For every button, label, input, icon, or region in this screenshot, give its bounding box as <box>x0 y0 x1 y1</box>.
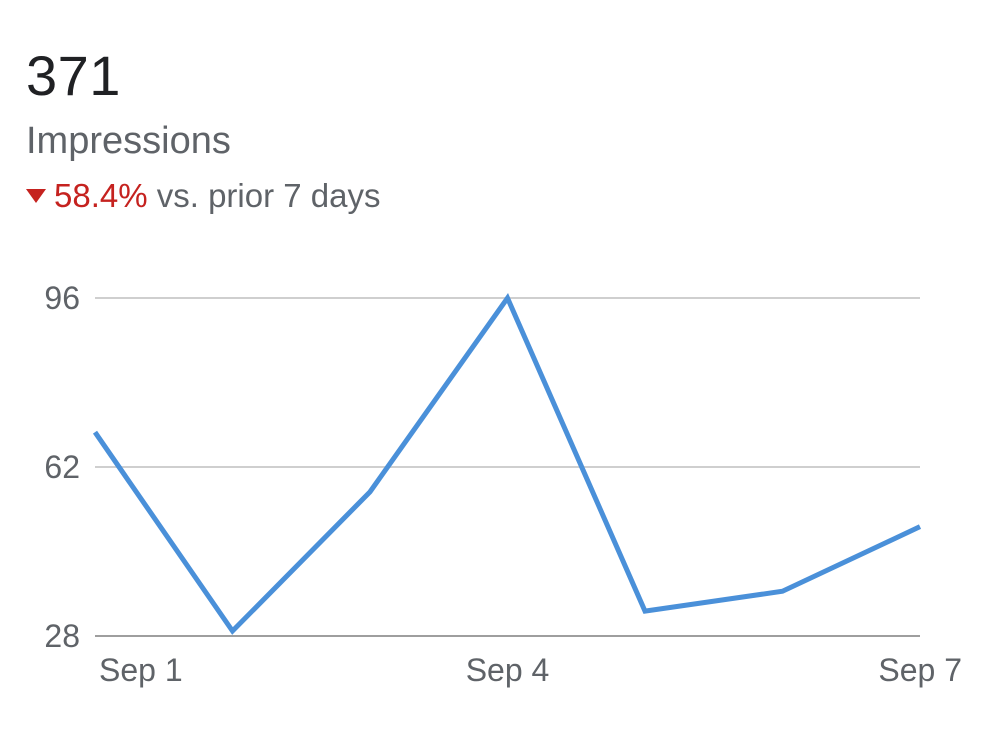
metric-value: 371 <box>26 44 121 107</box>
triangle-down-icon <box>26 189 46 203</box>
change-percent: 58.4% <box>54 177 148 214</box>
x-tick-label: Sep 7 <box>878 652 962 688</box>
y-tick-label: 62 <box>44 449 80 485</box>
change-indicator: 58.4% vs. prior 7 days <box>26 176 381 216</box>
x-tick-label: Sep 1 <box>99 652 183 688</box>
y-tick-label: 96 <box>44 280 80 316</box>
change-comparison-text: vs. prior 7 days <box>147 177 381 214</box>
x-tick-label: Sep 4 <box>466 652 550 688</box>
series-line-impressions <box>92 292 922 635</box>
metric-label: Impressions <box>26 120 231 162</box>
y-tick-label: 28 <box>44 618 80 654</box>
